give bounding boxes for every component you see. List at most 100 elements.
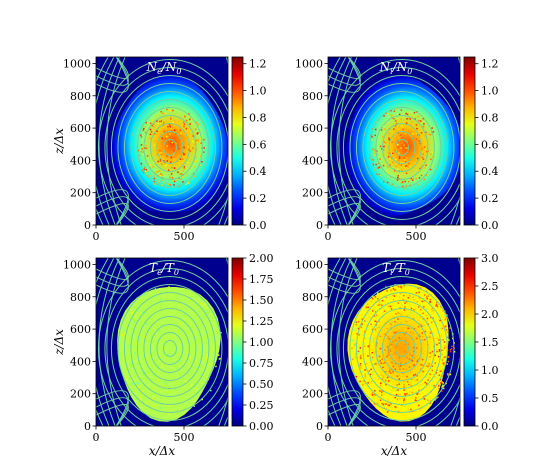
noise-speck <box>142 129 144 131</box>
noise-speck <box>174 370 177 372</box>
noise-speck <box>151 124 153 127</box>
noise-speck <box>396 398 399 401</box>
noise-speck <box>395 394 398 396</box>
noise-speck <box>366 375 368 378</box>
noise-speck <box>161 402 163 404</box>
noise-speck <box>371 375 373 377</box>
noise-speck <box>153 177 156 180</box>
noise-speck <box>352 329 354 332</box>
noise-speck <box>401 125 403 128</box>
x-tick-label: 0 <box>325 431 332 444</box>
noise-speck <box>137 149 139 152</box>
noise-speck <box>424 312 427 315</box>
noise-speck <box>390 297 392 300</box>
noise-speck <box>206 309 208 312</box>
noise-speck <box>415 391 417 393</box>
noise-speck <box>202 348 204 351</box>
noise-speck <box>403 157 405 159</box>
noise-speck <box>403 401 405 403</box>
noise-speck <box>422 292 424 294</box>
noise-speck <box>193 175 195 178</box>
noise-speck <box>165 383 168 385</box>
noise-speck <box>423 146 426 148</box>
noise-speck <box>159 299 162 301</box>
noise-speck <box>416 301 419 303</box>
noise-speck <box>166 136 169 138</box>
noise-speck <box>444 325 447 328</box>
noise-speck <box>445 316 447 319</box>
contour-line <box>218 57 228 225</box>
noise-speck <box>191 140 194 143</box>
noise-speck <box>370 300 373 303</box>
noise-speck <box>363 342 366 345</box>
noise-speck <box>381 391 383 394</box>
noise-speck <box>367 328 369 331</box>
noise-speck <box>393 118 395 120</box>
contour-line <box>149 323 190 373</box>
noise-speck <box>442 339 444 341</box>
noise-speck <box>372 148 374 151</box>
noise-speck <box>417 115 420 118</box>
noise-speck <box>433 376 436 378</box>
noise-speck <box>156 323 158 325</box>
noise-speck <box>161 137 163 140</box>
noise-speck <box>152 166 154 168</box>
noise-speck <box>131 312 133 314</box>
noise-speck <box>151 398 154 400</box>
noise-speck <box>188 402 191 404</box>
noise-speck <box>164 112 166 115</box>
noise-speck <box>377 304 379 306</box>
noise-speck <box>401 304 403 306</box>
noise-speck <box>442 362 444 364</box>
noise-speck <box>430 153 432 155</box>
noise-speck <box>383 307 385 309</box>
noise-speck <box>373 315 375 317</box>
contour-line <box>328 57 347 225</box>
noise-speck <box>393 110 396 112</box>
noise-speck <box>125 376 127 378</box>
heatmap-area <box>96 57 228 225</box>
colorbar-tick-label: 1.2 <box>481 58 499 71</box>
noise-speck <box>404 147 407 149</box>
noise-speck <box>381 390 383 392</box>
noise-speck <box>391 141 393 144</box>
contour-line <box>388 331 416 365</box>
contour-line <box>328 397 361 426</box>
contour-line <box>381 323 422 373</box>
noise-speck <box>166 145 168 147</box>
noise-speck <box>369 373 372 376</box>
noise-speck <box>364 320 366 322</box>
noise-speck <box>437 396 439 398</box>
noise-speck <box>365 363 368 365</box>
noise-speck <box>182 344 184 346</box>
noise-speck <box>358 370 361 373</box>
noise-speck <box>397 118 399 120</box>
noise-speck <box>195 122 198 124</box>
noise-speck <box>361 323 363 325</box>
colorbar-tick-label: 1.75 <box>249 273 274 286</box>
contour-line <box>349 283 455 413</box>
noise-speck <box>149 137 152 139</box>
contour-line <box>162 339 177 357</box>
noise-speck <box>442 325 444 327</box>
contour-line <box>96 57 129 93</box>
noise-speck <box>171 166 173 169</box>
noise-speck <box>416 133 419 136</box>
noise-speck <box>166 155 168 157</box>
noise-speck <box>376 387 379 390</box>
noise-speck <box>422 158 425 160</box>
colorbar-gradient <box>231 257 244 427</box>
noise-speck <box>398 296 401 298</box>
noise-speck <box>407 117 410 120</box>
noise-speck <box>210 389 212 392</box>
noise-speck <box>209 309 211 312</box>
y-tick-label: 800 <box>70 291 91 304</box>
noise-speck <box>154 172 157 174</box>
noise-speck <box>167 169 170 171</box>
noise-speck <box>169 124 171 126</box>
noise-speck <box>126 379 128 381</box>
noise-speck <box>360 309 363 311</box>
panel-title: Ti/T0 <box>382 261 410 277</box>
noise-speck <box>439 346 441 349</box>
noise-speck <box>404 404 406 407</box>
